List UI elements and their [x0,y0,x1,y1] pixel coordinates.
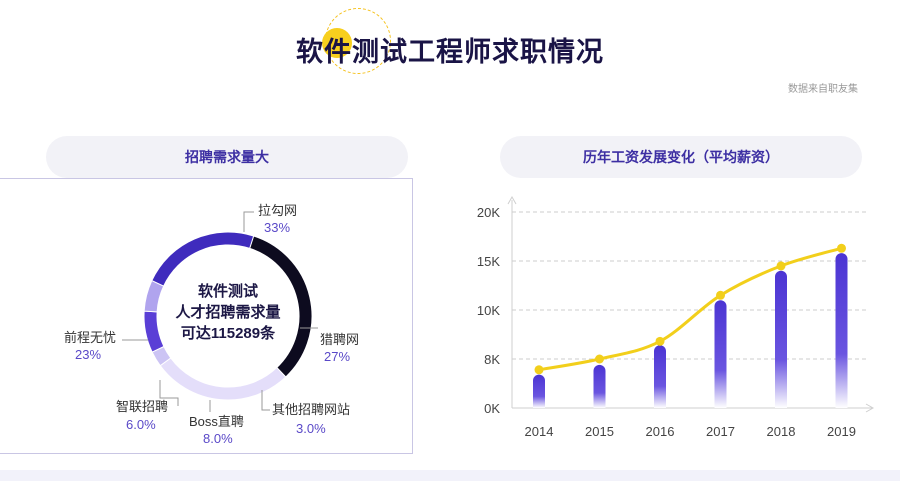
bar [654,345,666,408]
x-tick-label: 2017 [706,424,735,439]
x-tick-label: 2014 [525,424,554,439]
bar [714,300,727,408]
bar [593,364,606,408]
label-qiancheng: 前程无忧 [64,330,117,345]
center-line-1: 软件测试 [197,283,258,300]
y-tick-label: 10K [477,303,500,318]
x-tick-label: 2016 [646,424,675,439]
x-tick-label: 2018 [767,424,796,439]
demand-panel [0,178,413,454]
line-point [716,290,725,300]
pct-qiancheng: 23% [75,347,102,362]
line-point [655,336,665,346]
leader-line [243,211,254,232]
y-tick-label: 15K [477,254,500,269]
donut-slice [151,231,255,287]
y-tick-label: 20K [477,205,500,220]
bar [835,253,848,408]
salary-heading: 历年工资发展变化（平均薪资） [500,136,862,178]
line-point [776,261,786,271]
pct-zhilian: 6.0% [126,417,156,432]
title-area: 软件测试工程师求职情况 [0,0,900,80]
pct-liepin: 27% [324,349,351,364]
y-axis-arrow [507,195,517,205]
x-tick-label: 2019 [827,424,856,439]
y-tick-label: 8K [484,352,500,367]
source-note: 数据来自职友集 [788,84,858,95]
pct-lagou: 33% [264,220,291,235]
y-tick-label: 0K [484,401,500,416]
bar [775,270,787,408]
title-decoration-dot [322,28,352,58]
salary-trend-line [538,246,842,372]
line-point [534,365,544,375]
bottom-band [0,470,900,481]
pct-boss: 8.0% [203,431,233,446]
pct-other: 3.0% [296,421,326,436]
label-lagou: 拉勾网 [258,203,298,218]
label-liepin: 猎聘网 [320,332,360,347]
label-zhilian: 智联招聘 [116,399,169,414]
x-axis-arrow [865,403,875,413]
line-point [837,243,846,253]
line-point [595,354,604,364]
bar [533,374,545,408]
center-line-2: 人才招聘需求量 [175,304,281,321]
demand-heading: 招聘需求量大 [46,136,408,178]
page-title: 软件测试工程师求职情况 [296,37,604,67]
label-other: 其他招聘网站 [272,402,351,417]
x-tick-label: 2015 [585,424,614,439]
leader-line [261,390,270,411]
donut-center-text: 软件测试 人才招聘需求量 可达115289条 [163,281,293,344]
leader-line [159,380,179,406]
center-line-3: 可达115289条 [180,325,276,342]
label-boss: Boss直聘 [189,414,244,429]
